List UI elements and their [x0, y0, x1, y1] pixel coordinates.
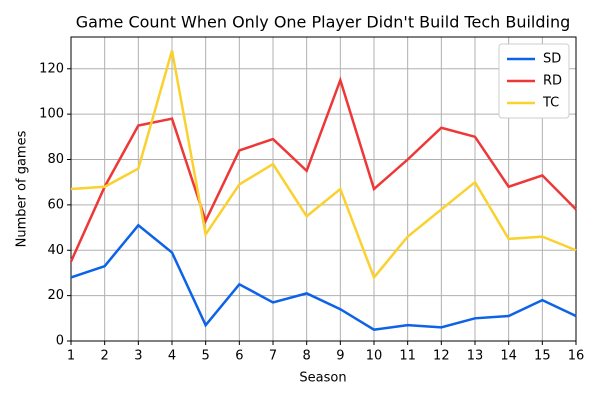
- x-tick-label: 16: [568, 349, 585, 364]
- x-tick-label: 9: [336, 349, 344, 364]
- x-tick-label: 12: [433, 349, 450, 364]
- legend-label: SD: [543, 52, 561, 67]
- x-tick-label: 14: [500, 349, 517, 364]
- x-tick-label: 6: [235, 349, 243, 364]
- x-axis-label: Season: [299, 371, 346, 386]
- x-tick-label: 8: [303, 349, 311, 364]
- x-tick-label: 11: [399, 349, 416, 364]
- y-tick-label: 80: [47, 152, 64, 167]
- x-tick-label: 3: [134, 349, 142, 364]
- x-tick-label: 1: [67, 349, 75, 364]
- legend-label: TC: [542, 96, 559, 111]
- x-tick-label: 4: [168, 349, 176, 364]
- x-tick-label: 10: [366, 349, 383, 364]
- y-tick-label: 120: [39, 61, 64, 76]
- y-tick-label: 40: [47, 243, 64, 258]
- y-tick-label: 20: [47, 288, 64, 303]
- line-series: [69, 76, 577, 263]
- x-tick-label: 7: [269, 349, 277, 364]
- y-tick-label: 100: [39, 107, 64, 122]
- chart-title: Game Count When Only One Player Didn't B…: [76, 13, 571, 32]
- x-tick-label: 13: [467, 349, 484, 364]
- y-tick-label: 60: [47, 197, 64, 212]
- x-tick-label: 2: [101, 349, 109, 364]
- x-tick-label: 5: [202, 349, 210, 364]
- x-tick-label: 15: [534, 349, 551, 364]
- line-series: [70, 50, 577, 280]
- y-axis-label: Number of games: [15, 130, 30, 247]
- line-series: [70, 223, 577, 331]
- legend-label: RD: [543, 74, 562, 89]
- y-tick-label: 0: [56, 334, 64, 349]
